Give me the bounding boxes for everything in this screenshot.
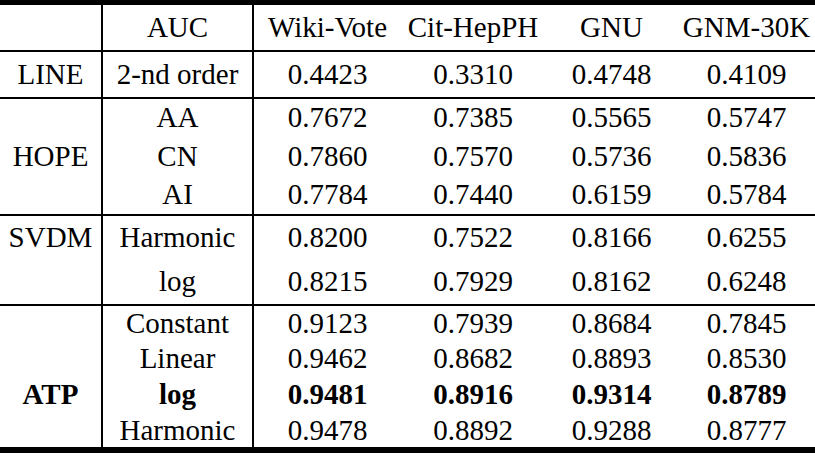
method-cell: ATP — [0, 305, 102, 451]
value-cell: 0.8200 — [253, 215, 401, 260]
value-cell: 0.7385 — [401, 98, 545, 137]
table-row: Linear 0.9462 0.8682 0.8893 0.8530 — [0, 341, 815, 377]
value-cell: 0.5747 — [678, 98, 815, 137]
value-cell: 0.5736 — [545, 137, 678, 176]
table-row: Harmonic 0.9478 0.8892 0.9288 0.8777 — [0, 413, 815, 451]
value-cell: 0.7784 — [253, 176, 401, 215]
value-cell: 0.9478 — [253, 413, 401, 451]
method-cell: HOPE — [0, 98, 102, 215]
value-cell: 0.9288 — [545, 413, 678, 451]
variant-cell: AA — [102, 98, 253, 137]
value-cell: 0.9314 — [545, 377, 678, 413]
value-cell: 0.9123 — [253, 305, 401, 341]
variant-cell: CN — [102, 137, 253, 176]
table-row-best: log 0.9481 0.8916 0.9314 0.8789 — [0, 377, 815, 413]
variant-cell: Harmonic — [102, 215, 253, 260]
section-svdm: SVDM Harmonic 0.8200 0.7522 0.8166 0.625… — [0, 215, 815, 305]
col-header-wiki-vote: Wiki-Vote — [253, 3, 401, 51]
value-cell: 0.5836 — [678, 137, 815, 176]
value-cell: 0.7860 — [253, 137, 401, 176]
header-row: AUC Wiki-Vote Cit-HepPH GNU GNM-30K — [0, 3, 815, 51]
value-cell: 0.8162 — [545, 260, 678, 305]
value-cell: 0.7672 — [253, 98, 401, 137]
value-cell: 0.8166 — [545, 215, 678, 260]
variant-cell: Constant — [102, 305, 253, 341]
table-row: LINE 2-nd order 0.4423 0.3310 0.4748 0.4… — [0, 51, 815, 98]
col-header-gnu: GNU — [545, 3, 678, 51]
variant-cell: log — [102, 377, 253, 413]
value-cell: 0.4423 — [253, 51, 401, 98]
col-header-empty — [0, 3, 102, 51]
value-cell: 0.8789 — [678, 377, 815, 413]
value-cell: 0.4748 — [545, 51, 678, 98]
value-cell: 0.9481 — [253, 377, 401, 413]
value-cell: 0.8682 — [401, 341, 545, 377]
variant-cell: 2-nd order — [102, 51, 253, 98]
value-cell: 0.8777 — [678, 413, 815, 451]
section-atp: ATP Constant 0.9123 0.7939 0.8684 0.7845… — [0, 305, 815, 451]
value-cell: 0.7570 — [401, 137, 545, 176]
col-header-auc: AUC — [102, 3, 253, 51]
col-header-cit-hepph: Cit-HepPH — [401, 3, 545, 51]
table-row: log 0.8215 0.7929 0.8162 0.6248 — [0, 260, 815, 305]
table-row: CN 0.7860 0.7570 0.5736 0.5836 — [0, 137, 815, 176]
value-cell: 0.8893 — [545, 341, 678, 377]
value-cell: 0.7939 — [401, 305, 545, 341]
method-cell: SVDM — [0, 215, 102, 305]
value-cell: 0.8916 — [401, 377, 545, 413]
table-row: SVDM Harmonic 0.8200 0.7522 0.8166 0.625… — [0, 215, 815, 260]
method-cell: LINE — [0, 51, 102, 98]
table-header: AUC Wiki-Vote Cit-HepPH GNU GNM-30K — [0, 3, 815, 51]
section-hope: HOPE AA 0.7672 0.7385 0.5565 0.5747 CN 0… — [0, 98, 815, 215]
value-cell: 0.9462 — [253, 341, 401, 377]
value-cell: 0.6255 — [678, 215, 815, 260]
value-cell: 0.8530 — [678, 341, 815, 377]
col-header-gnm-30k: GNM-30K — [678, 3, 815, 51]
variant-cell: Linear — [102, 341, 253, 377]
value-cell: 0.8684 — [545, 305, 678, 341]
value-cell: 0.7440 — [401, 176, 545, 215]
table-row: ATP Constant 0.9123 0.7939 0.8684 0.7845 — [0, 305, 815, 341]
variant-cell: Harmonic — [102, 413, 253, 451]
value-cell: 0.3310 — [401, 51, 545, 98]
value-cell: 0.8215 — [253, 260, 401, 305]
value-cell: 0.7929 — [401, 260, 545, 305]
table-row: HOPE AA 0.7672 0.7385 0.5565 0.5747 — [0, 98, 815, 137]
value-cell: 0.6248 — [678, 260, 815, 305]
value-cell: 0.5784 — [678, 176, 815, 215]
value-cell: 0.7845 — [678, 305, 815, 341]
value-cell: 0.8892 — [401, 413, 545, 451]
table-row: AI 0.7784 0.7440 0.6159 0.5784 — [0, 176, 815, 215]
value-cell: 0.7522 — [401, 215, 545, 260]
value-cell: 0.5565 — [545, 98, 678, 137]
variant-cell: log — [102, 260, 253, 305]
value-cell: 0.6159 — [545, 176, 678, 215]
variant-cell: AI — [102, 176, 253, 215]
auc-results-table: AUC Wiki-Vote Cit-HepPH GNU GNM-30K LINE… — [0, 0, 815, 453]
value-cell: 0.4109 — [678, 51, 815, 98]
section-line: LINE 2-nd order 0.4423 0.3310 0.4748 0.4… — [0, 51, 815, 98]
